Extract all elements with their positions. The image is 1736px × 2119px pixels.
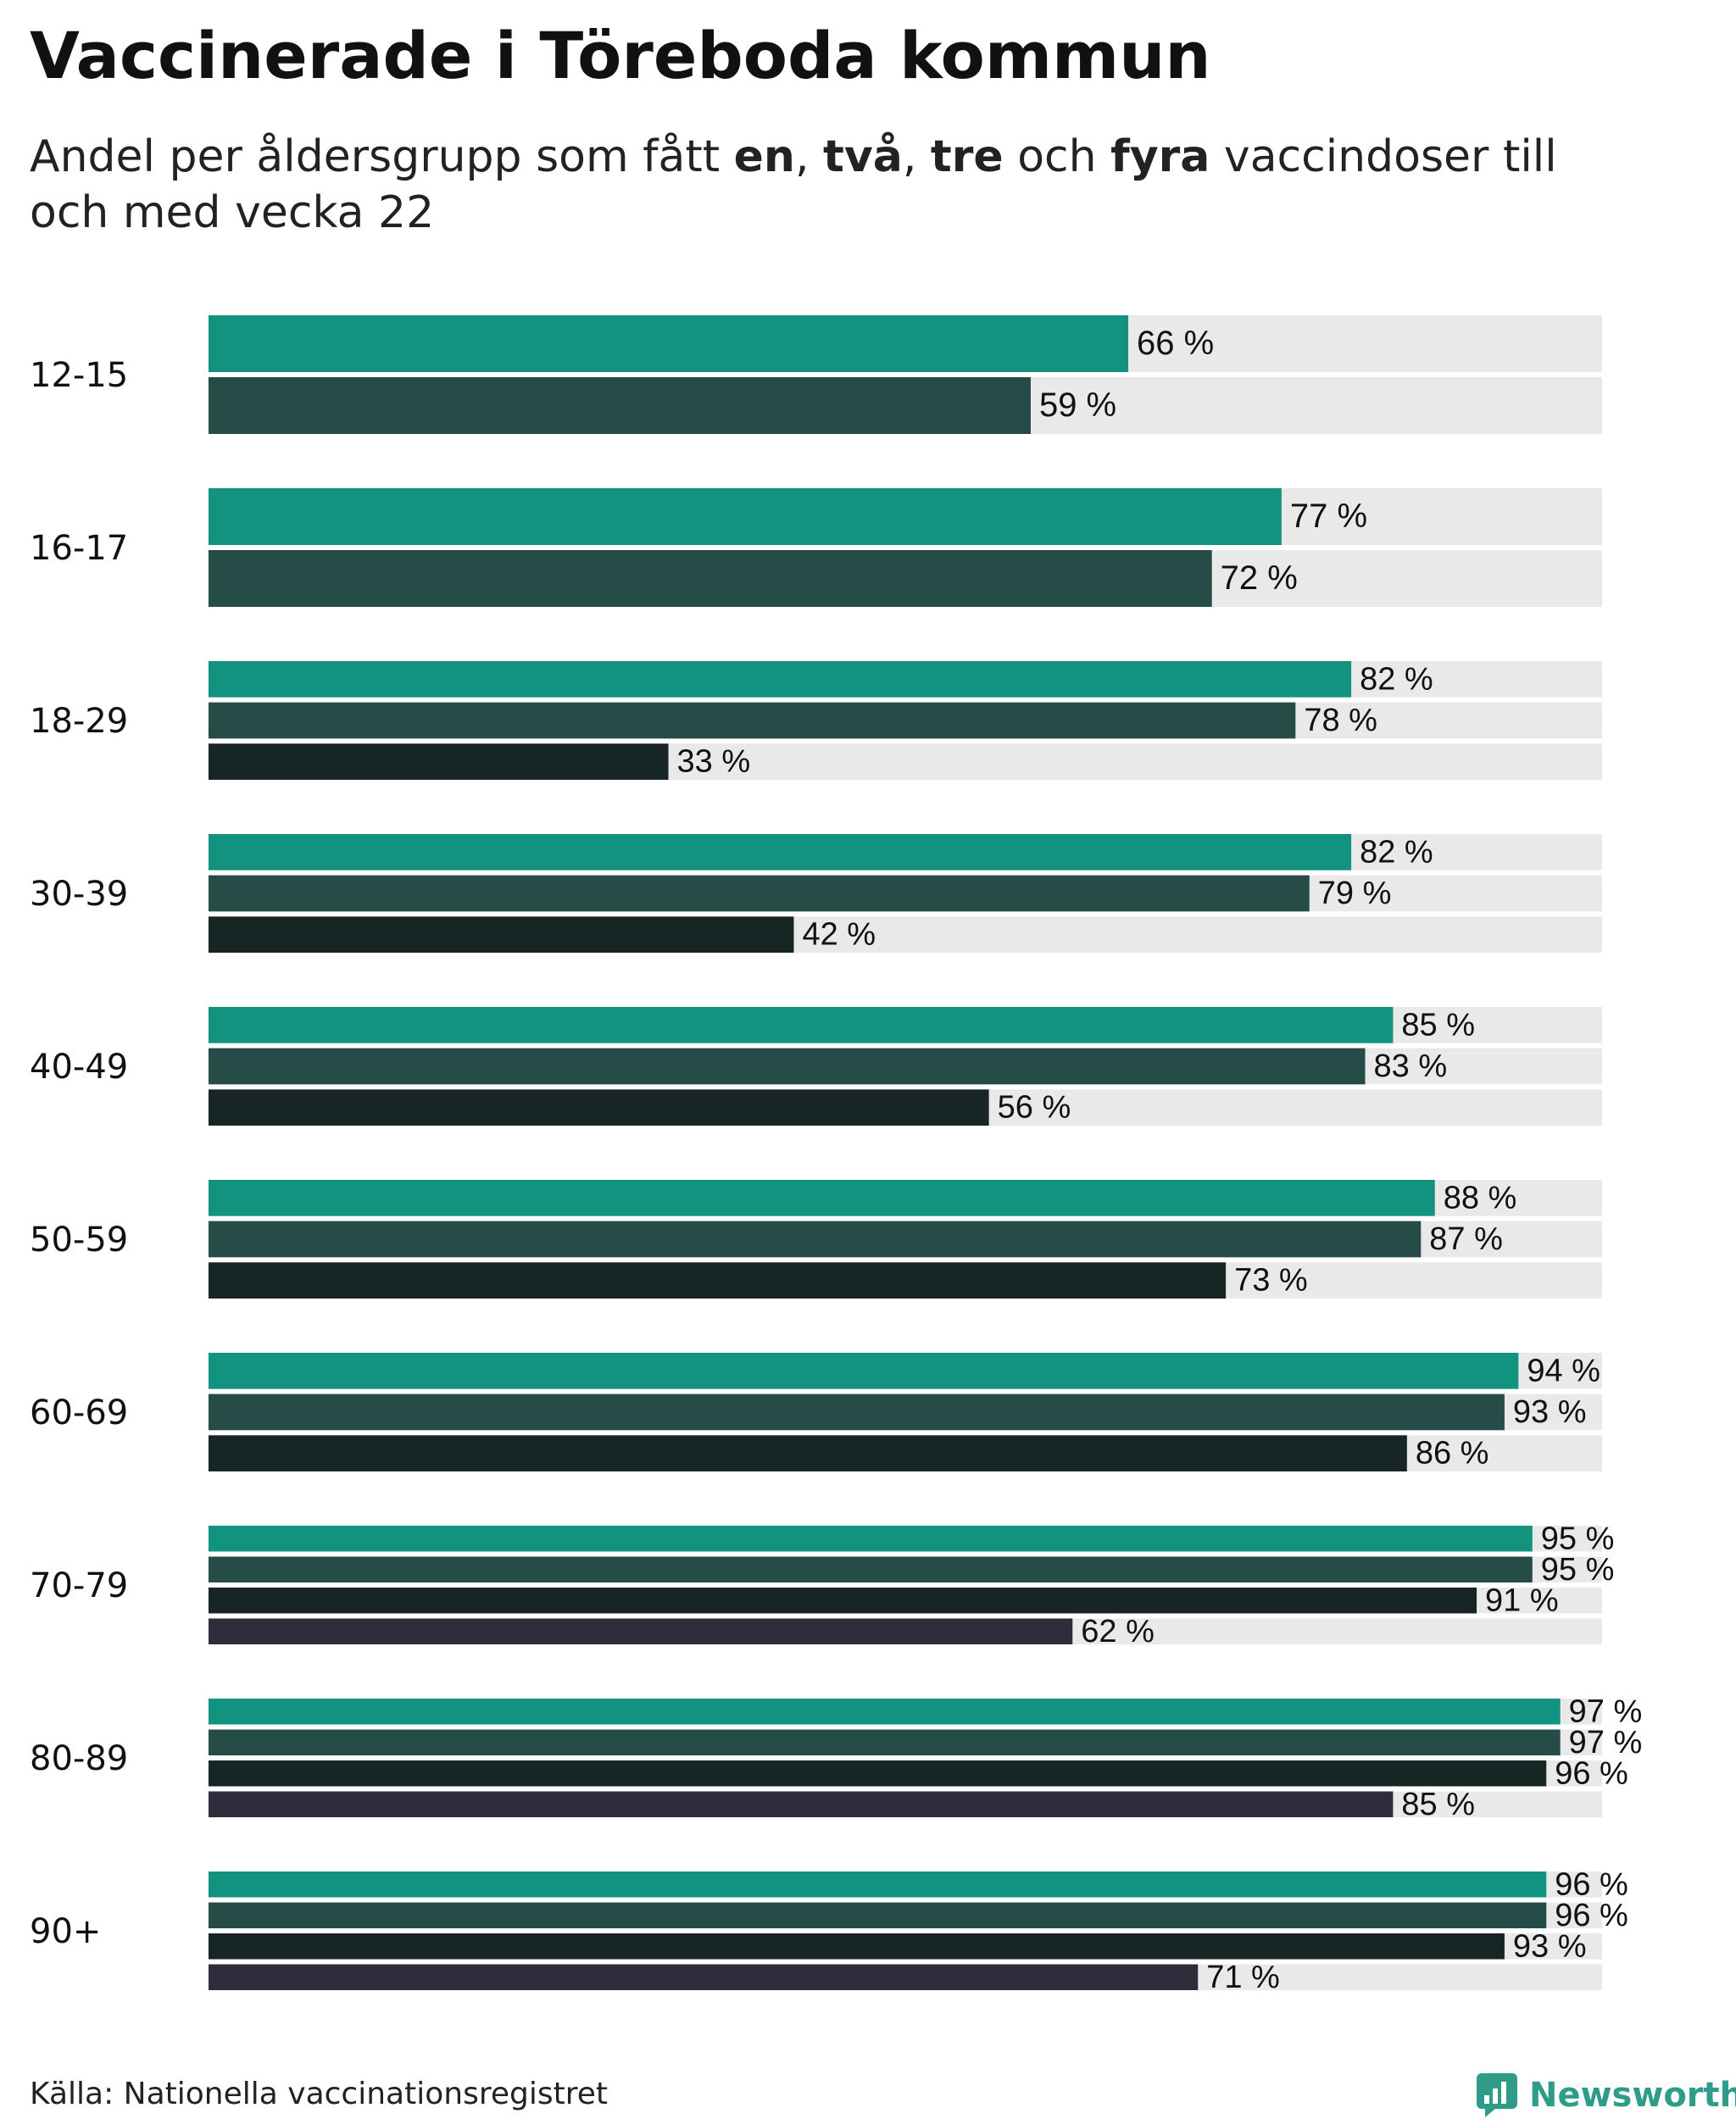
bar-one [209,1699,1561,1725]
category-label: 12-15 [30,356,128,395]
category-label: 40-49 [30,1048,128,1087]
bar-one [209,834,1352,870]
category-label: 30-39 [30,875,128,914]
bar-group: 50-59 88 % 87 % 73 % [30,1180,1602,1299]
legend-one-dose: en [733,131,795,182]
data-label: 66 % [1137,325,1214,362]
bar-three [209,1435,1407,1471]
bar-three [209,1760,1547,1787]
data-label: 77 % [1290,498,1367,535]
data-label: 86 % [1416,1436,1489,1471]
bar-four [209,1964,1199,1990]
data-label: 95 % [1541,1521,1615,1556]
data-label: 88 % [1444,1180,1517,1215]
data-label: 42 % [802,917,876,953]
data-label: 79 % [1318,876,1392,911]
bar-two [209,377,1031,434]
bar-group: 90+96 %96 %93 %71 % [30,1866,1628,1995]
data-label: 71 % [1206,1960,1280,1995]
bar-two [209,550,1212,607]
data-label: 87 % [1429,1221,1503,1257]
data-label: 62 % [1081,1614,1155,1649]
subtitle-separator: och [1003,131,1111,182]
bar-chart: 12-15 66 % 59 % 16-17 77 % 72 % 18-29 82 % 78 % 3… [30,315,1642,1995]
category-label: 16-17 [30,529,128,568]
bar-three [209,743,669,780]
bar-two [209,1902,1547,1928]
bar-two [209,1221,1422,1258]
data-label: 82 % [1360,834,1433,870]
legend-two-doses: två [823,131,903,182]
bar-two [209,1393,1505,1431]
bar-three [209,1588,1477,1614]
data-label: 72 % [1221,559,1298,597]
bar-group: 12-15 66 % 59 % [30,315,1602,434]
subtitle-separator: , [794,131,824,182]
bar-two [209,1556,1533,1582]
bar-two [209,1729,1561,1755]
data-label: 91 % [1485,1582,1559,1618]
bar-two [209,702,1296,739]
bar-group: 60-69 94 % 93 % 86 % [30,1353,1602,1471]
bar-one [209,488,1282,545]
bar-two [209,875,1310,912]
data-label: 94 % [1527,1353,1600,1388]
brand-logo: Newsworthy [1477,2072,1736,2119]
bar-one [209,1526,1533,1552]
source-note: Källa: Nationella vaccinationsregistret [30,2077,608,2111]
category-label: 50-59 [30,1221,128,1260]
bar-one [209,1353,1519,1389]
subtitle-suffix: vaccindoser till och med vecka 22 [30,131,1557,238]
bar-group: 40-49 85 % 83 % 56 % [30,1007,1602,1126]
brand-name: Newsworthy [1529,2076,1736,2115]
bar-one [209,1180,1435,1216]
category-label: 18-29 [30,702,128,741]
data-label: 93 % [1513,1394,1587,1430]
category-label: 90+ [30,1912,101,1951]
data-label: 97 % [1569,1694,1643,1729]
data-label: 95 % [1541,1552,1615,1588]
bar-one [209,1872,1547,1898]
category-label: 60-69 [30,1393,128,1432]
data-label: 96 % [1555,1755,1628,1791]
bar-group: 18-29 82 % 78 % 33 % [30,661,1602,780]
bar-four [209,1618,1073,1644]
newsworthy-logo-icon [1477,2073,1517,2117]
bar-three [209,1089,989,1126]
data-label: 33 % [677,744,751,780]
data-label: 73 % [1234,1263,1308,1299]
chart-subtitle: Andel per åldersgrupp som fått en, två, … [30,129,1640,241]
category-label: 70-79 [30,1566,128,1605]
data-label: 85 % [1401,1007,1475,1043]
data-label: 96 % [1555,1866,1628,1902]
bar-two [209,1048,1366,1085]
data-label: 93 % [1513,1928,1587,1964]
data-label: 83 % [1374,1048,1448,1084]
legend-four-doses: fyra [1110,131,1210,182]
bar-one [209,661,1352,698]
bar-group: 30-39 82 % 79 % 42 % [30,834,1602,953]
subtitle-separator: , [902,131,931,182]
bar-three [209,1262,1227,1299]
data-label: 56 % [998,1090,1071,1126]
bar-three [209,1933,1505,1960]
chart-title: Vaccinerade i Töreboda kommun [30,18,1211,93]
bar-group: 16-17 77 % 72 % [30,488,1602,607]
bar-one [209,315,1129,372]
subtitle-prefix: Andel per åldersgrupp som fått [30,131,734,182]
legend-three-doses: tre [930,131,1004,182]
data-label: 96 % [1555,1898,1628,1933]
data-label: 82 % [1360,661,1433,697]
bar-one [209,1007,1394,1043]
bar-three [209,916,794,953]
category-label: 80-89 [30,1739,128,1778]
data-label: 85 % [1401,1787,1475,1822]
data-label: 97 % [1569,1725,1643,1760]
data-label: 78 % [1304,703,1377,738]
data-label: 59 % [1039,387,1116,424]
bar-four [209,1791,1394,1817]
